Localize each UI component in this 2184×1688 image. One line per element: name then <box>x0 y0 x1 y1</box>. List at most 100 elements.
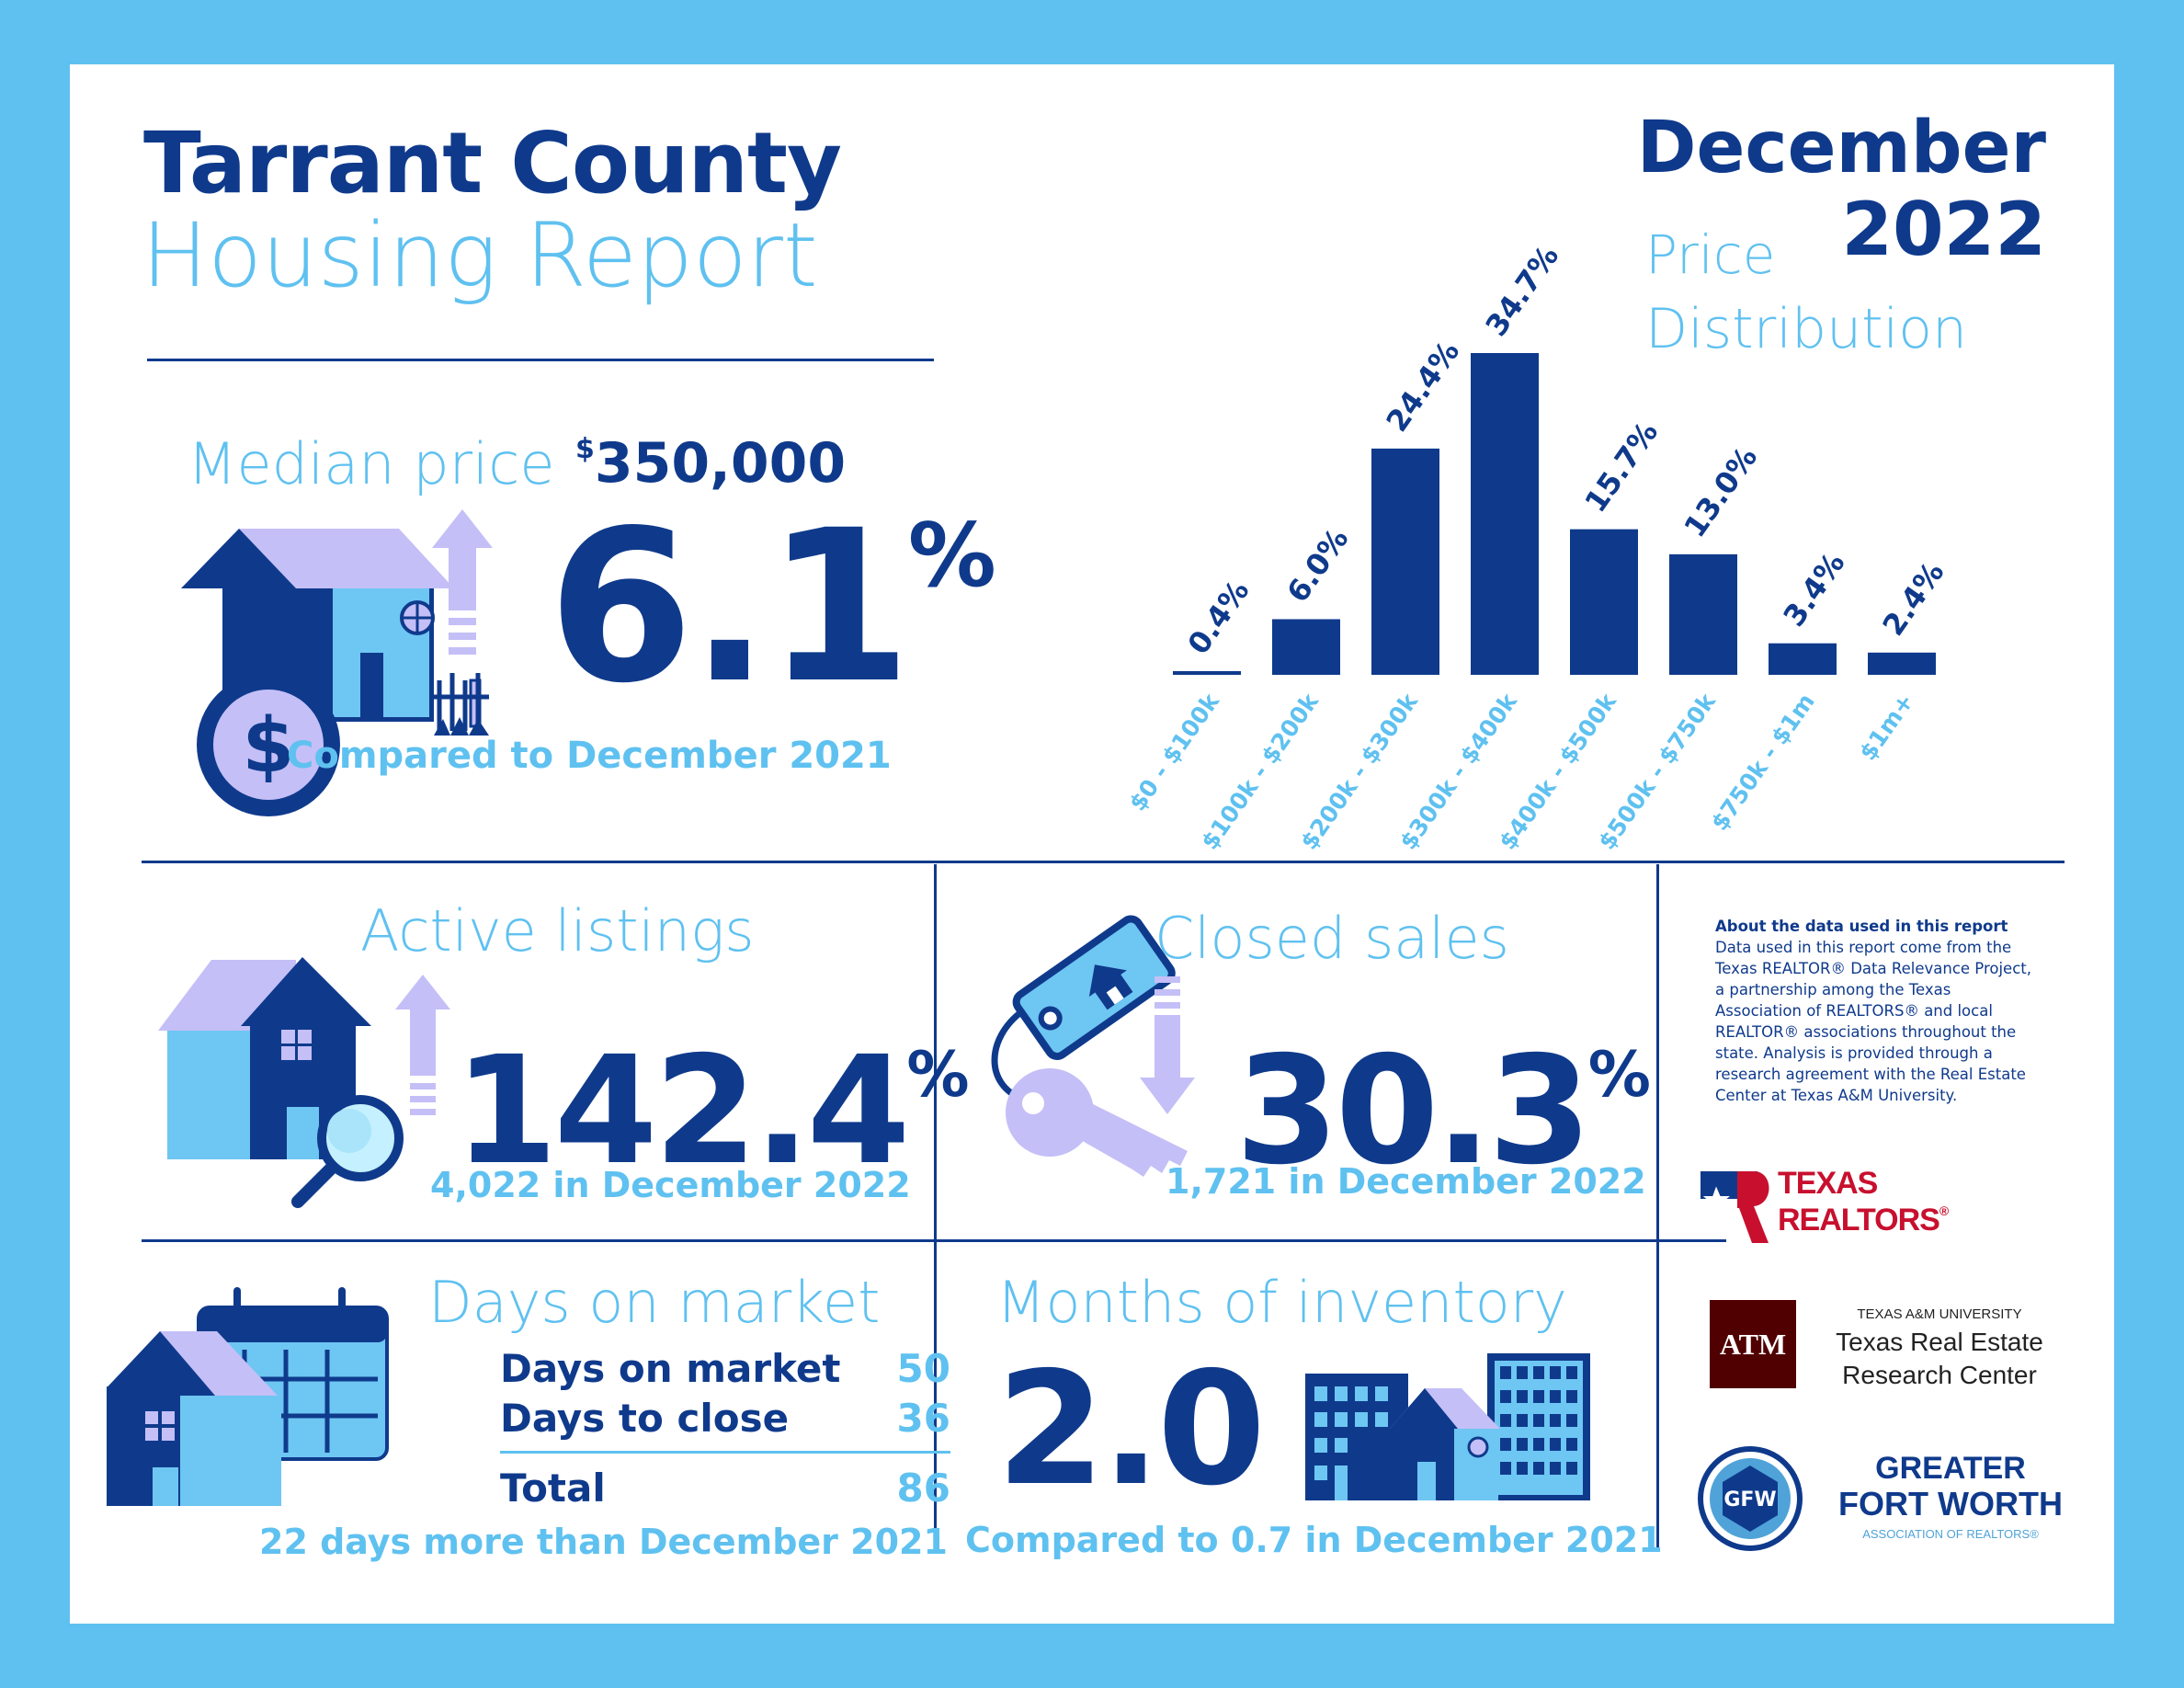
section-divider-horizontal <box>142 861 2065 863</box>
closed-sales-label: Closed sales <box>1155 905 1509 972</box>
dom-row-label: Days on market <box>500 1346 841 1391</box>
value-label-7: 2.4% <box>1875 555 1951 642</box>
texas-realtors-mark-icon <box>1701 1171 1769 1243</box>
about-heading: About the data used in this report <box>1715 918 2008 935</box>
bar-5 <box>1669 553 1737 675</box>
bar-6 <box>1769 643 1837 675</box>
median-price-label: Median price <box>188 430 555 497</box>
column-divider-1 <box>934 864 937 1548</box>
category-label-7: $1m+ <box>1854 689 1919 766</box>
bar-0 <box>1173 670 1241 675</box>
months-inventory-label: Months of inventory <box>996 1269 1567 1336</box>
active-listings-change: 142.4% <box>454 1037 970 1186</box>
texas-realtors-line2: REALTORS® <box>1778 1203 1949 1237</box>
bar-2 <box>1371 448 1439 675</box>
median-price-comparison: Compared to December 2021 <box>287 735 892 777</box>
about-line: Association of REALTORS® and local <box>1715 1002 1993 1020</box>
dom-row: Days on market 50 <box>500 1346 950 1391</box>
months-inventory-comparison: Compared to 0.7 in December 2021 <box>965 1520 1663 1560</box>
gfw-logo: GFW GREATER FORT WORTH ASSOCIATION OF RE… <box>1697 1445 2092 1556</box>
bar-3 <box>1471 353 1539 675</box>
about-line: REALTOR® associations throughout the <box>1715 1023 2017 1041</box>
gfw-line3: ASSOCIATION OF REALTORS® <box>1862 1527 2039 1541</box>
about-line: state. Analysis is provided through a <box>1715 1044 1993 1062</box>
tamu-mark-icon: ATM <box>1710 1300 1796 1388</box>
about-data-block: About the data used in this report Data … <box>1715 916 2083 1106</box>
category-label-6: $750k - $1m <box>1706 689 1820 836</box>
dtc-row: Days to close 36 <box>500 1396 950 1441</box>
active-listings-detail: 4,022 in December 2022 <box>430 1165 911 1205</box>
report-year: 2022 <box>1841 187 2046 272</box>
gfw-mark-icon: GFW <box>1698 1446 1803 1551</box>
bar-1 <box>1272 619 1340 675</box>
dollar-sign: $ <box>575 433 595 465</box>
dom-total-label: Total <box>500 1466 606 1511</box>
texas-realtors-line1: TEXAS <box>1778 1166 1878 1201</box>
dom-total-divider <box>500 1451 950 1454</box>
value-label-0: 0.4% <box>1180 574 1256 660</box>
value-label-3: 34.7% <box>1478 239 1565 343</box>
texas-realtors-word: REALTORS <box>1778 1203 1940 1237</box>
closed-change-percent: % <box>1587 1039 1651 1112</box>
active-change-percent: % <box>906 1039 970 1112</box>
value-label-1: 6.0% <box>1280 522 1355 609</box>
gfw-line1: GREATER <box>1875 1451 2026 1486</box>
key-with-tag-icon <box>991 915 1188 1177</box>
closed-sales-detail: 1,721 in December 2022 <box>1166 1161 1646 1202</box>
house-with-magnifier-icon <box>158 957 404 1208</box>
arrow-up-icon <box>395 975 450 1115</box>
registered-mark: ® <box>1939 1203 1949 1218</box>
gfw-line2: FORT WORTH <box>1838 1485 2063 1523</box>
value-label-2: 24.4% <box>1379 335 1466 439</box>
median-change-value: 6.1 <box>548 485 912 729</box>
svg-text:$: $ <box>242 702 294 790</box>
buildings-icon <box>1305 1353 1590 1500</box>
months-inventory-value: 2.0 <box>996 1339 1266 1521</box>
about-line: Data used in this report come from the <box>1715 939 2012 956</box>
value-label-6: 3.4% <box>1776 546 1851 633</box>
dom-total-row: Total 86 <box>500 1466 950 1511</box>
header-divider <box>147 359 934 361</box>
tamu-line2: Research Center <box>1842 1361 2037 1389</box>
days-on-market-label: Days on market <box>428 1269 881 1336</box>
tamu-small-text: TEXAS A&M UNIVERSITY <box>1857 1306 2022 1322</box>
closed-change-value: 30.3 <box>1235 1025 1592 1198</box>
closed-sales-change: 30.3% <box>1235 1037 1651 1186</box>
tamu-logo: ATM TEXAS A&M UNIVERSITY Texas Real Esta… <box>1710 1300 2077 1401</box>
column-divider-2 <box>1656 864 1659 1548</box>
median-price-change: 6.1% <box>548 502 996 712</box>
tamu-line1: Texas Real Estate <box>1836 1328 2043 1356</box>
price-distribution-title-2: Distribution <box>1645 297 1968 361</box>
bar-7 <box>1868 652 1936 675</box>
value-label-4: 15.7% <box>1577 415 1665 519</box>
report-subtitle: Housing Report <box>142 204 818 307</box>
report-month: December <box>1636 107 2046 189</box>
active-listings-label: Active listings <box>360 897 755 964</box>
bar-4 <box>1570 529 1638 675</box>
about-line: Center at Texas A&M University. <box>1715 1087 1958 1104</box>
calendar-with-house-icon <box>107 1287 389 1506</box>
active-change-value: 142.4 <box>454 1025 910 1198</box>
arrow-down-icon <box>1140 976 1195 1114</box>
value-label-5: 13.0% <box>1677 440 1764 544</box>
dtc-row-label: Days to close <box>500 1396 790 1441</box>
report-card: Tarrant County Housing Report December 2… <box>70 64 2114 1624</box>
median-price-value: $350,000 <box>575 433 846 492</box>
report-title: Tarrant County <box>143 114 842 212</box>
dom-total-value: 86 <box>896 1466 950 1511</box>
median-change-percent: % <box>907 504 996 608</box>
dom-comparison: 22 days more than December 2021 <box>259 1522 948 1562</box>
texas-realtors-logo: TEXAS REALTORS® <box>1701 1168 1967 1250</box>
category-label-0: $0 - $100k <box>1124 688 1225 816</box>
arrow-up-icon <box>432 509 493 655</box>
dom-row-value: 50 <box>896 1346 950 1391</box>
median-price-amount: 350,000 <box>594 431 847 496</box>
about-line: Texas REALTOR® Data Relevance Project, <box>1715 960 2031 977</box>
dtc-row-value: 36 <box>896 1396 950 1441</box>
about-line: a partnership among the Texas <box>1715 981 1951 998</box>
price-distribution-title-1: Price <box>1645 223 1776 286</box>
house-with-dollar-coin-icon: $ <box>181 529 489 816</box>
about-line: research agreement with the Real Estate <box>1715 1066 2026 1083</box>
gfw-mark-text: GFW <box>1723 1488 1776 1511</box>
